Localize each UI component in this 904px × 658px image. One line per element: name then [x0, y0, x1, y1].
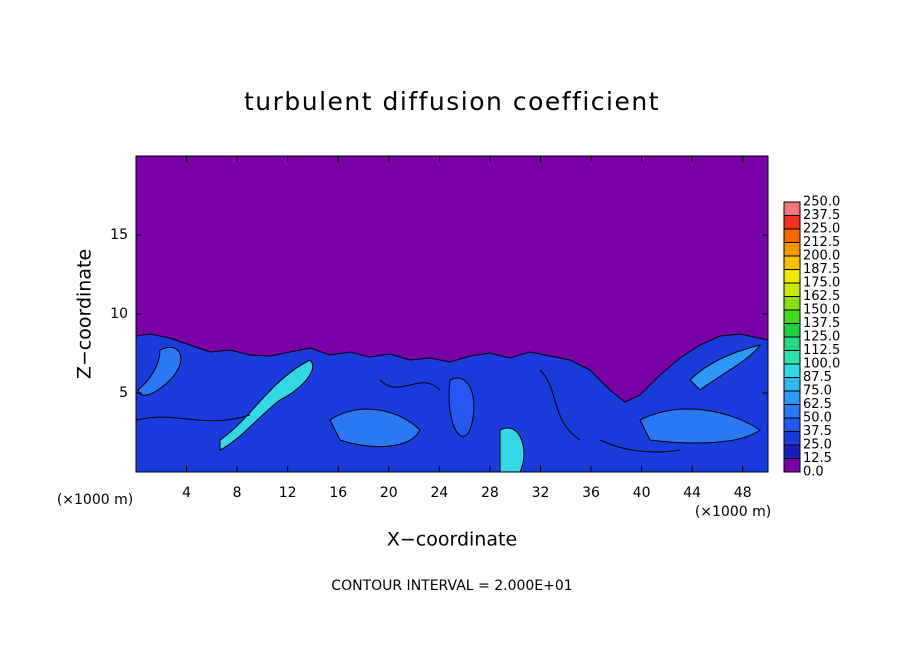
colorbar-label: 50.0 [803, 411, 832, 426]
field-blob [448, 377, 475, 437]
y-tick-label: 15 [110, 227, 128, 243]
colorbar-label: 37.5 [803, 424, 832, 439]
colorbar-label: 250.0 [803, 195, 840, 210]
colorbar-label: 187.5 [803, 262, 840, 277]
colorbar-bin [784, 364, 800, 378]
colorbar-label: 12.5 [803, 451, 832, 466]
x-tick-label: 28 [481, 485, 499, 501]
field-blob [329, 408, 421, 448]
colorbar-label: 137.5 [803, 316, 840, 331]
y-unit-label: (×1000 m) [57, 492, 133, 508]
colorbar-label: 75.0 [803, 384, 832, 399]
contour-note: CONTOUR INTERVAL = 2.000E+01 [331, 578, 572, 594]
colorbar-label: 25.0 [803, 438, 832, 453]
y-tick-label: 5 [119, 385, 128, 401]
x-tick-label: 20 [380, 485, 398, 501]
field-swirl [689, 344, 762, 391]
colorbar-bin [784, 377, 800, 391]
colorbar-label: 162.5 [803, 289, 840, 304]
colorbar-label: 212.5 [803, 235, 840, 250]
colorbar-label: 200.0 [803, 249, 840, 264]
field [135, 156, 769, 473]
colorbar-label: 225.0 [803, 222, 840, 237]
colorbar-bin [784, 337, 800, 351]
colorbar-label: 62.5 [803, 397, 832, 412]
colorbar-bin [784, 404, 800, 418]
colorbar-bin [784, 323, 800, 337]
x-tick-label: 44 [683, 485, 701, 501]
field-blob [639, 408, 761, 444]
colorbar-bin [784, 310, 800, 324]
y-tick-label: 10 [110, 306, 128, 322]
colorbar-bin [784, 283, 800, 297]
x-tick-label: 16 [329, 485, 347, 501]
x-tick-label: 8 [233, 485, 242, 501]
colorbar-bin [784, 445, 800, 459]
colorbar-bin [784, 229, 800, 243]
colorbar-label: 125.0 [803, 330, 840, 345]
colorbar-bin [784, 269, 800, 283]
colorbar-bin [784, 256, 800, 270]
colorbar-bin [784, 350, 800, 364]
x-tick-label: 24 [430, 485, 448, 501]
colorbar-bin [784, 215, 800, 229]
chart-title: turbulent diffusion coefficient [244, 87, 660, 116]
colorbar-label: 175.0 [803, 276, 840, 291]
colorbar-label: 150.0 [803, 303, 840, 318]
x-tick-label: 36 [582, 485, 600, 501]
colorbar-label: 100.0 [803, 357, 840, 372]
field-blob [137, 346, 182, 396]
x-tick-label: 12 [279, 485, 297, 501]
colorbar-bin [784, 296, 800, 310]
y-axis-label: Z−coordinate [74, 249, 96, 379]
colorbar-bin [784, 458, 800, 472]
x-tick-label: 4 [182, 485, 191, 501]
colorbar-label: 112.5 [803, 343, 840, 358]
x-tick-label: 40 [633, 485, 651, 501]
colorbar-label: 87.5 [803, 370, 832, 385]
x-unit-label: (×1000 m) [695, 504, 771, 520]
field-swirl [219, 359, 314, 451]
colorbar-bin [784, 431, 800, 445]
x-tick-label: 48 [734, 485, 752, 501]
colorbar-label: 0.0 [803, 465, 824, 480]
x-tick-label: 32 [532, 485, 550, 501]
colorbar-bin [784, 391, 800, 405]
colorbar-label: 237.5 [803, 208, 840, 223]
colorbar-bin [784, 242, 800, 256]
contour-line [135, 369, 681, 453]
colorbar-bin [784, 418, 800, 432]
x-axis-label: X−coordinate [387, 529, 517, 551]
colorbar-bin [784, 202, 800, 216]
